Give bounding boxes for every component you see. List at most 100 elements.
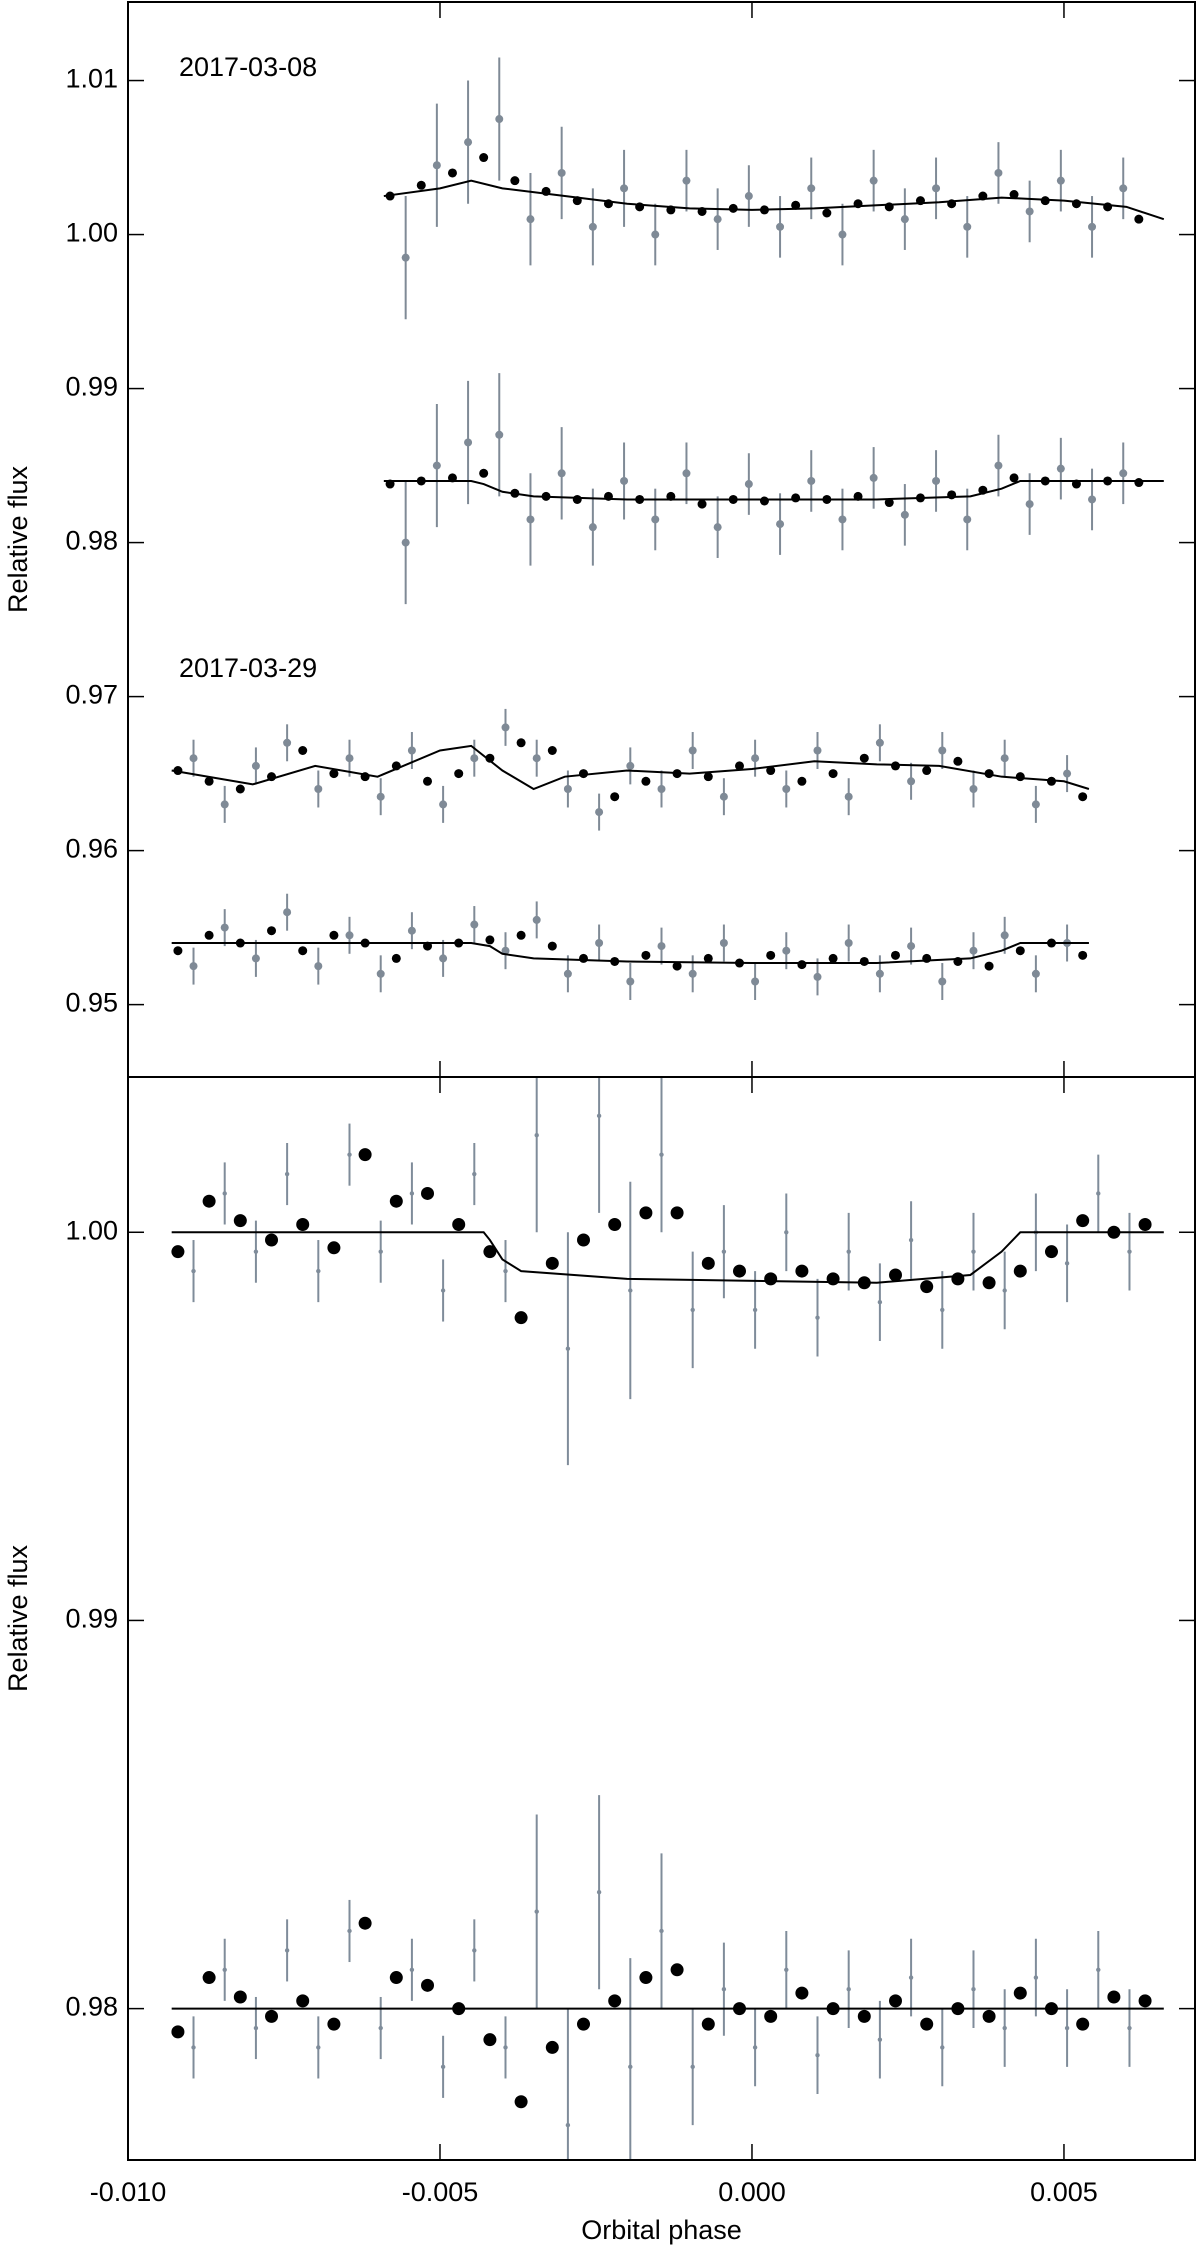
binned-point	[888, 1268, 902, 1282]
raw-point	[596, 1113, 602, 1119]
binned-point	[298, 745, 308, 755]
binned-point	[608, 1994, 622, 2008]
raw-point	[501, 723, 510, 732]
raw-point	[1119, 469, 1128, 478]
binned-point	[483, 1245, 497, 1259]
binned-point	[545, 2040, 559, 2054]
raw-point	[222, 1967, 227, 1972]
plot-area	[171, 57, 1165, 1000]
raw-point	[596, 1889, 602, 1895]
raw-point	[713, 523, 722, 532]
binned-point	[728, 203, 738, 213]
raw-point	[464, 138, 473, 147]
raw-point	[776, 520, 785, 529]
raw-point	[752, 1307, 758, 1313]
binned-point	[982, 1276, 996, 1290]
binned-point	[953, 756, 963, 766]
binned-point	[697, 499, 707, 509]
raw-point	[1000, 931, 1009, 940]
raw-point	[470, 754, 479, 763]
raw-point	[378, 1249, 383, 1254]
raw-point	[472, 1171, 477, 1177]
raw-point	[407, 926, 416, 935]
binned-point	[639, 1971, 653, 1985]
raw-point	[626, 977, 635, 986]
binned-point	[608, 1218, 622, 1232]
binned-point	[265, 1233, 279, 1247]
raw-point	[220, 923, 229, 932]
binned-point	[703, 953, 713, 963]
binned-point	[734, 761, 744, 771]
binned-point	[795, 1986, 809, 2000]
raw-point	[1088, 222, 1097, 231]
binned-point	[828, 953, 838, 963]
raw-point	[682, 176, 691, 185]
raw-point	[1064, 2025, 1070, 2031]
raw-point	[713, 215, 722, 224]
raw-point	[503, 1268, 508, 1274]
raw-point	[752, 2045, 758, 2050]
raw-point	[690, 1307, 695, 1313]
binned-point	[759, 496, 769, 506]
raw-point	[432, 461, 441, 470]
raw-point	[534, 1909, 539, 1914]
binned-point	[391, 953, 401, 963]
raw-point	[659, 1928, 664, 1934]
binned-point	[701, 2017, 715, 2031]
binned-point	[701, 1256, 715, 1270]
raw-point	[595, 939, 604, 948]
annotation: 2017-03-08	[179, 52, 317, 82]
raw-point	[472, 1948, 477, 1953]
raw-point	[932, 184, 941, 193]
binned-point	[171, 1245, 185, 1259]
raw-point	[464, 438, 473, 447]
binned-point	[1015, 946, 1025, 956]
raw-point	[744, 192, 753, 201]
binned-point	[421, 1186, 435, 1200]
raw-point	[284, 1171, 290, 1177]
binned-point	[235, 784, 245, 794]
raw-point	[971, 1987, 976, 1992]
binned-point	[951, 1272, 965, 1286]
raw-point	[557, 469, 566, 478]
raw-point	[932, 476, 941, 485]
binned-point	[327, 1241, 341, 1255]
binned-point	[421, 1978, 435, 1992]
binned-point	[920, 1280, 934, 1294]
binned-point	[888, 1994, 902, 2008]
binned-point	[389, 1971, 403, 1985]
raw-point	[347, 1928, 352, 1934]
binned-point	[579, 953, 589, 963]
raw-point	[283, 738, 292, 747]
binned-point	[358, 1916, 372, 1930]
raw-point	[283, 908, 292, 917]
binned-point	[859, 753, 869, 763]
raw-point	[782, 784, 791, 793]
raw-point	[191, 1268, 196, 1274]
binned-point	[791, 200, 801, 210]
binned-point	[890, 761, 900, 771]
binned-point	[795, 1264, 809, 1278]
raw-point	[440, 1288, 446, 1293]
x-tick-label: 0.005	[1030, 2177, 1098, 2207]
raw-point	[719, 792, 728, 801]
y-tick-label: 1.00	[65, 218, 118, 248]
binned-point	[984, 961, 994, 971]
raw-point	[719, 939, 728, 948]
binned-point	[479, 153, 489, 163]
raw-point	[844, 792, 853, 801]
y-axis-label: Relative flux	[3, 1544, 33, 1692]
binned-point	[1134, 214, 1144, 224]
raw-point	[503, 2045, 508, 2050]
raw-point	[1056, 464, 1065, 473]
binned-point	[857, 2009, 871, 2023]
raw-point	[432, 161, 441, 170]
binned-point	[483, 2033, 497, 2047]
raw-point	[401, 538, 410, 547]
raw-point	[1056, 176, 1065, 185]
raw-point	[651, 515, 660, 524]
raw-point	[439, 800, 448, 809]
binned-point	[610, 792, 620, 802]
raw-point	[844, 939, 853, 948]
binned-point	[514, 1311, 528, 1325]
